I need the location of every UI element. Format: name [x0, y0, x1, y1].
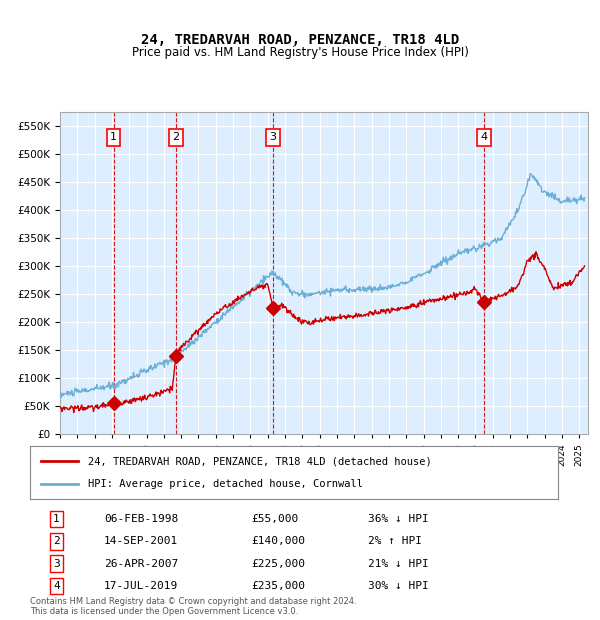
Text: 3: 3 [269, 133, 277, 143]
Text: 06-FEB-1998: 06-FEB-1998 [104, 514, 178, 524]
Text: 2: 2 [53, 536, 60, 546]
Text: 30% ↓ HPI: 30% ↓ HPI [368, 581, 428, 591]
Text: £55,000: £55,000 [252, 514, 299, 524]
Text: 2: 2 [172, 133, 179, 143]
Text: 24, TREDARVAH ROAD, PENZANCE, TR18 4LD: 24, TREDARVAH ROAD, PENZANCE, TR18 4LD [141, 33, 459, 47]
Text: Price paid vs. HM Land Registry's House Price Index (HPI): Price paid vs. HM Land Registry's House … [131, 46, 469, 59]
Text: £235,000: £235,000 [252, 581, 306, 591]
Text: 36% ↓ HPI: 36% ↓ HPI [368, 514, 428, 524]
Text: £140,000: £140,000 [252, 536, 306, 546]
Text: 1: 1 [53, 514, 60, 524]
Text: Contains HM Land Registry data © Crown copyright and database right 2024.: Contains HM Land Registry data © Crown c… [30, 598, 356, 606]
Text: 17-JUL-2019: 17-JUL-2019 [104, 581, 178, 591]
Text: 1: 1 [110, 133, 117, 143]
Text: This data is licensed under the Open Government Licence v3.0.: This data is licensed under the Open Gov… [30, 607, 298, 616]
Text: 4: 4 [481, 133, 488, 143]
Text: 2% ↑ HPI: 2% ↑ HPI [368, 536, 422, 546]
Text: 4: 4 [53, 581, 60, 591]
Text: 21% ↓ HPI: 21% ↓ HPI [368, 559, 428, 569]
Text: HPI: Average price, detached house, Cornwall: HPI: Average price, detached house, Corn… [88, 479, 363, 489]
Text: 3: 3 [53, 559, 60, 569]
Text: £225,000: £225,000 [252, 559, 306, 569]
Text: 24, TREDARVAH ROAD, PENZANCE, TR18 4LD (detached house): 24, TREDARVAH ROAD, PENZANCE, TR18 4LD (… [88, 456, 432, 466]
Text: 26-APR-2007: 26-APR-2007 [104, 559, 178, 569]
Text: 14-SEP-2001: 14-SEP-2001 [104, 536, 178, 546]
